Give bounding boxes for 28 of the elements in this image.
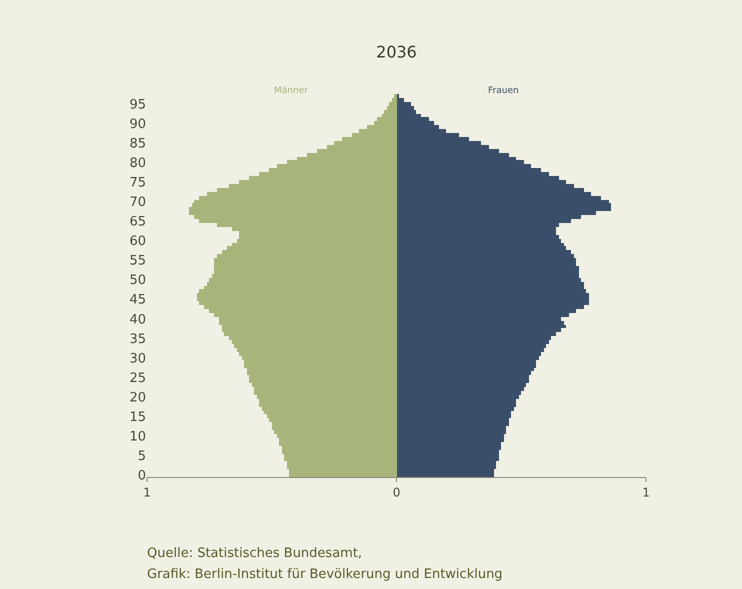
y-tick-label: 35: [129, 332, 146, 347]
y-tick-label: 10: [129, 430, 146, 445]
source-note: Quelle: Statistisches Bundesamt,: [147, 546, 362, 561]
x-tick-label: 1: [143, 485, 151, 500]
y-tick-label: 80: [129, 156, 146, 171]
text: Männer: [274, 86, 308, 96]
y-tick-label: 40: [129, 312, 146, 328]
x-tick-label: 1: [642, 485, 650, 500]
y-tick-label: 0: [138, 468, 146, 484]
y-tick-label: 70: [129, 195, 146, 210]
y-tick-label: 45: [129, 292, 146, 308]
y-tick-label: 20: [129, 390, 146, 406]
y-tick-label: 60: [129, 234, 146, 250]
y-tick-label: 30: [129, 351, 146, 366]
y-tick-label: 50: [129, 273, 146, 288]
y-tick-label: 25: [129, 370, 146, 386]
text: Frauen: [488, 86, 519, 96]
y-tick-label: 85: [129, 136, 146, 152]
x-tick-label: 0: [392, 485, 400, 500]
chart-title: 2036: [376, 42, 417, 62]
y-tick-label: 75: [129, 175, 146, 190]
y-tick-label: 65: [129, 214, 146, 230]
y-tick-label: 55: [129, 254, 146, 269]
y-tick-label: 95: [129, 97, 146, 112]
text: Grafik: Berlin-Institut für Bevölkerung und Entwicklung: [147, 567, 503, 582]
y-tick-label: 90: [129, 116, 146, 132]
y-tick-label: 5: [138, 449, 146, 464]
y-tick-label: 15: [129, 410, 146, 425]
